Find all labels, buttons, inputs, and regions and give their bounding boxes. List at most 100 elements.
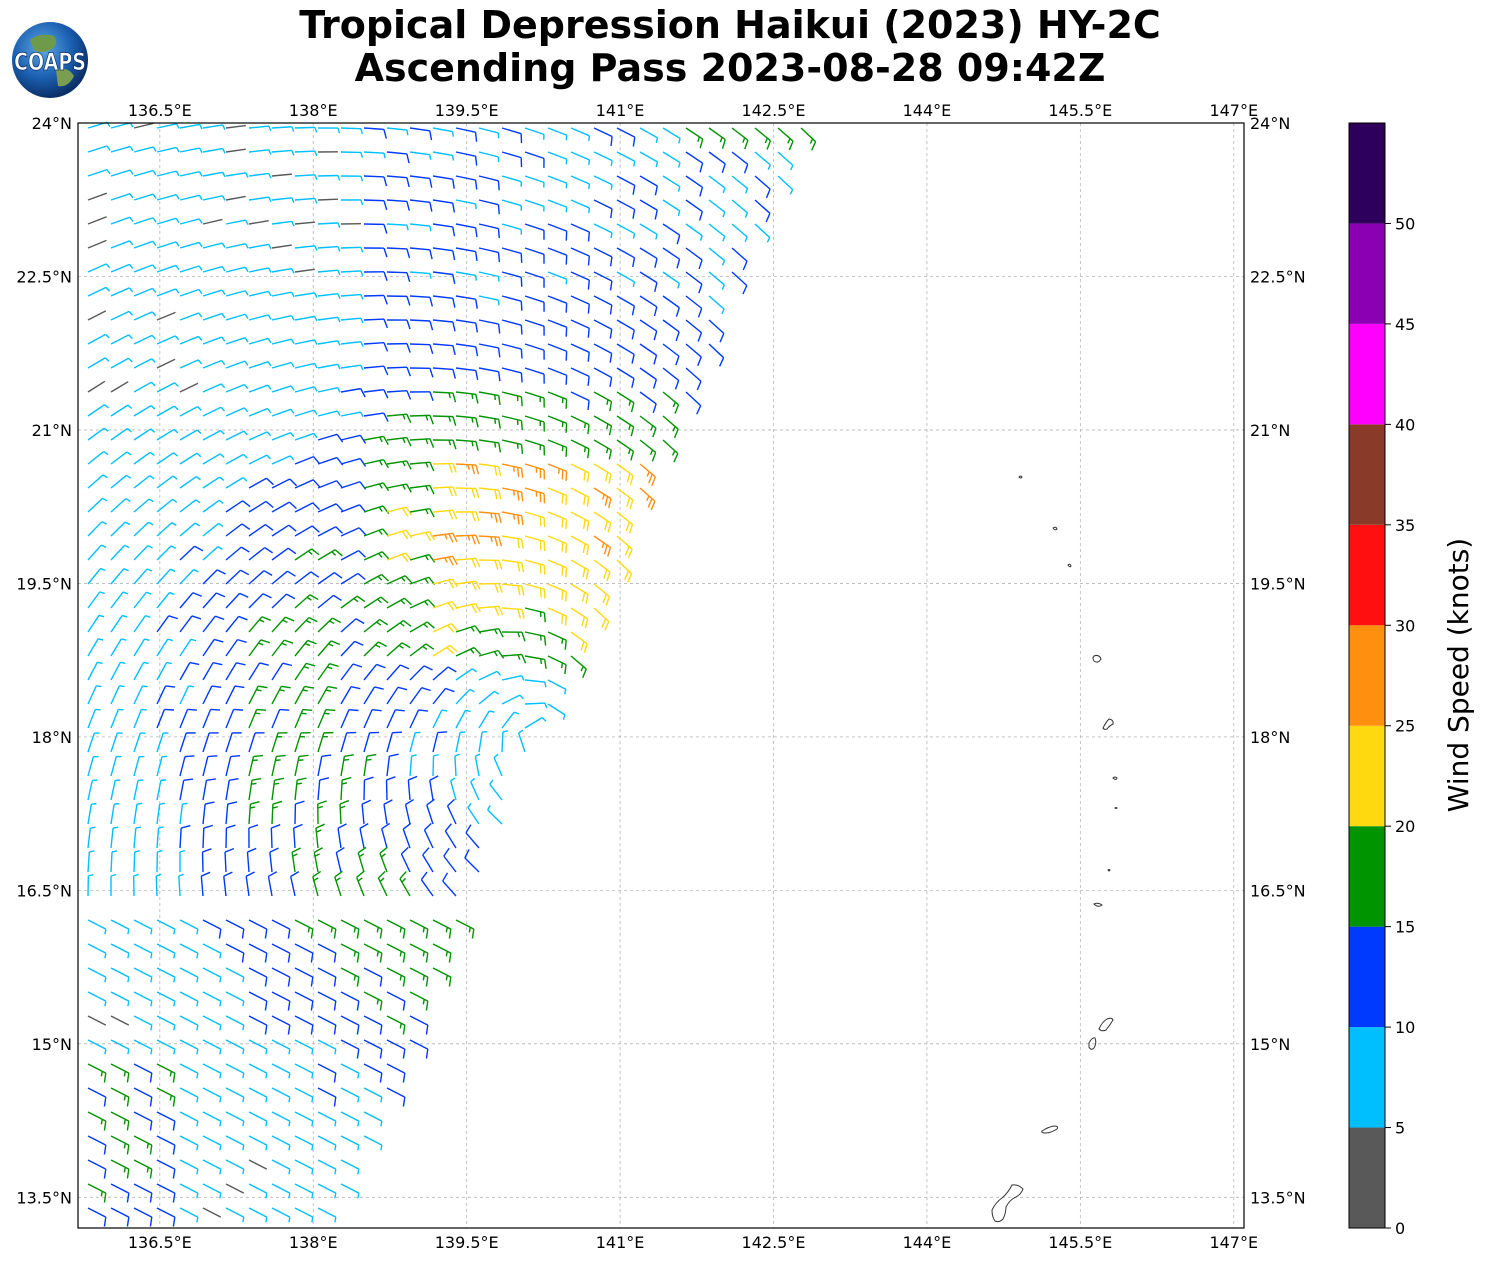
wind-barb [432, 578, 459, 589]
wind-barb [708, 127, 726, 149]
wind-barb [340, 387, 366, 398]
wind-barb [315, 823, 325, 849]
wind-barb [225, 943, 245, 963]
lon-tick-label-top: 147°E [1209, 101, 1258, 120]
wind-barb [593, 223, 613, 239]
wind-barb [731, 127, 749, 150]
wind-barb [110, 1135, 130, 1155]
wind-barb [524, 463, 546, 480]
wind-barb [616, 463, 634, 485]
wind-barb [87, 873, 94, 897]
wind-barb [202, 778, 216, 801]
wind-barb [110, 755, 122, 777]
wind-barb [363, 641, 388, 657]
wind-barb [317, 1159, 337, 1175]
wind-barb [156, 1183, 176, 1203]
wind-barb [547, 271, 568, 285]
wind-barb [156, 123, 180, 129]
wind-barb [547, 391, 568, 409]
colorbar-segment [1349, 424, 1385, 525]
wind-barb [339, 799, 350, 825]
wind-barb [225, 219, 249, 226]
wind-barb [422, 847, 434, 873]
wind-barb [501, 319, 523, 335]
wind-barb [271, 732, 288, 753]
wind-barb [87, 239, 107, 249]
wind-barb [225, 1063, 245, 1079]
wind-barb [133, 661, 149, 681]
wind-barb [570, 199, 591, 214]
wind-barb [386, 1087, 406, 1107]
wind-barb [524, 679, 547, 688]
wind-barb [616, 487, 634, 510]
wind-barb [317, 967, 337, 987]
wind-barb [156, 1039, 176, 1055]
wind-barb [317, 340, 341, 346]
wind-barb [156, 452, 179, 465]
wind-barb [248, 616, 272, 633]
wind-barb [225, 290, 249, 297]
wind-barb [547, 535, 568, 554]
wind-barb [271, 685, 291, 705]
wind-barb [386, 552, 413, 563]
colorbar-segment [1349, 223, 1385, 324]
wind-barb [248, 500, 274, 513]
wind-barb [432, 509, 458, 520]
wind-barb [467, 802, 480, 825]
wind-barb [317, 919, 337, 939]
wind-barb [524, 367, 545, 384]
wind-barb [708, 343, 725, 367]
wind-barb [340, 481, 367, 490]
wind-barb [271, 267, 295, 274]
wind-barb [754, 223, 771, 243]
wind-barb [685, 367, 702, 391]
wind-barb [662, 367, 680, 390]
wind-barb [133, 451, 155, 465]
wind-barb [156, 1135, 176, 1155]
wind-barb [133, 1039, 153, 1055]
wind-barb [731, 271, 748, 295]
wind-barb [179, 943, 199, 959]
wind-barb [294, 1039, 314, 1055]
wind-barb [317, 943, 337, 963]
wind-barb [179, 265, 203, 273]
wind-barb [317, 269, 341, 276]
wind-barb [409, 943, 429, 963]
wind-barb [223, 871, 233, 897]
wind-barb [202, 124, 226, 130]
wind-barb [317, 549, 343, 561]
wind-barb [501, 367, 523, 383]
wind-barb [616, 247, 636, 268]
wind-barb [225, 919, 245, 939]
wind-barb [248, 685, 268, 705]
wind-barb [432, 555, 458, 566]
wind-barb [156, 826, 164, 849]
wind-barb [662, 295, 680, 317]
wind-barb [363, 551, 390, 561]
wind-barb [731, 175, 749, 194]
wind-barb [455, 487, 480, 498]
colorbar: 0 5 10 15 20 25 30 35 40 45 50 Wind Speed (knots) [1348, 122, 1475, 1238]
wind-barb [639, 391, 657, 414]
wind-barb [455, 646, 482, 657]
wind-barb [133, 1063, 153, 1083]
wind-barb [248, 290, 272, 297]
wind-barb [409, 553, 436, 563]
wind-barb [685, 175, 704, 197]
wind-barb [133, 638, 150, 657]
wind-barb [294, 594, 319, 609]
wind-barb [570, 319, 590, 338]
wind-barb [225, 523, 251, 537]
wind-barb [547, 247, 568, 265]
wind-barb [363, 175, 388, 187]
wind-barb [133, 193, 157, 201]
wind-barb [294, 1111, 314, 1127]
wind-barb [524, 702, 548, 709]
wind-barb [179, 967, 199, 983]
wind-barb [294, 362, 318, 369]
wind-barb [294, 339, 318, 345]
wind-barb [662, 247, 681, 269]
wind-barb [639, 127, 659, 144]
colorbar-tick-label: 25 [1395, 717, 1415, 736]
wind-barb [317, 754, 332, 777]
